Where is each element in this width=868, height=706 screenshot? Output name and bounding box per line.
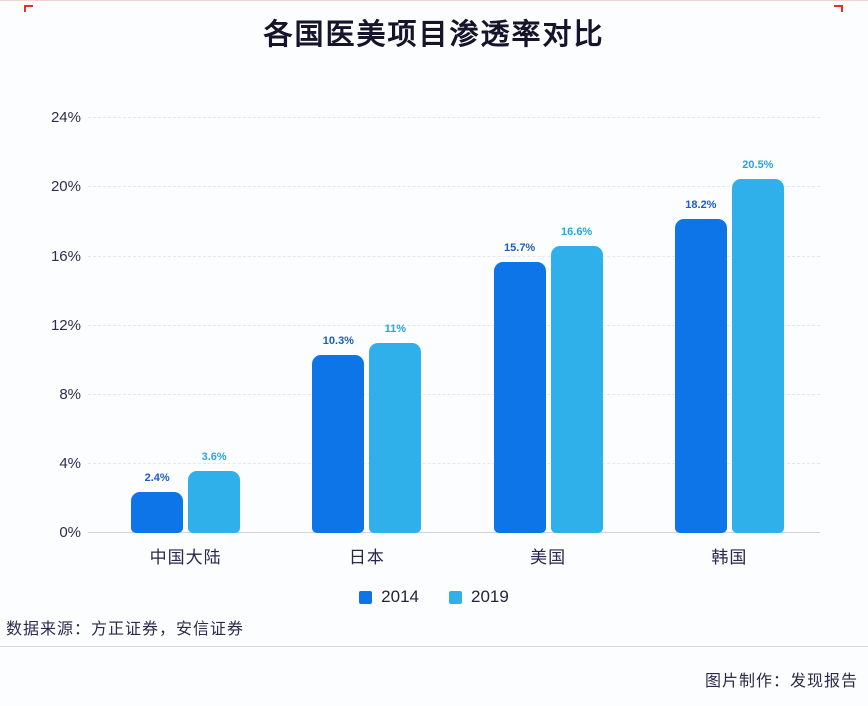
gridline-4%: [88, 462, 820, 464]
legend-item-2014: 2014: [359, 587, 419, 607]
bar-group-2: 15.7% 16.6%: [458, 101, 639, 533]
bar-group-0: 2.4% 3.6%: [95, 101, 276, 533]
bar-value-label-2014-0: 2.4%: [144, 471, 170, 484]
legend: 2014 2019: [0, 587, 868, 607]
gridline-16%: [88, 255, 820, 257]
plot-area: 0% 4% 8% 12% 16% 20% 24% 2.4% 3.6% 10.3% 11% 15.7%…: [51, 101, 820, 541]
bar-2019-3: 20.5%: [731, 159, 784, 533]
y-tick-label-4%: 4%: [59, 454, 81, 472]
legend-swatch-2019: [449, 590, 462, 604]
bar-2014-3: 18.2%: [674, 199, 727, 533]
gridline-12%: [88, 324, 820, 326]
chart-title: 各国医美项目渗透率对比: [263, 19, 605, 51]
bar-group-1: 10.3% 11%: [276, 101, 457, 533]
legend-swatch-2014: [359, 590, 373, 604]
bar-value-label-2019-0: 3.6%: [201, 450, 227, 463]
bar-value-label-2019-2: 16.6%: [561, 226, 593, 239]
x-category-label-0: 中国大陆: [149, 548, 222, 567]
gridline-0%: [88, 532, 820, 533]
bar-value-label-2014-1: 10.3%: [322, 335, 354, 348]
y-tick-label-8%: 8%: [59, 385, 81, 403]
legend-item-2019: 2019: [449, 587, 509, 607]
x-category-label-2: 美国: [530, 548, 567, 567]
bar-2014-1: 10.3%: [312, 335, 365, 533]
crop-mark-right-icon: [834, 5, 843, 12]
y-tick-label-20%: 20%: [50, 178, 81, 196]
x-category-label-1: 日本: [348, 548, 385, 567]
credit-text: 图片制作：发现报告: [704, 673, 858, 690]
y-tick-label-24%: 24%: [50, 109, 81, 127]
bar-2019-2: 16.6%: [550, 226, 603, 533]
x-category-label-3: 韩国: [711, 548, 748, 567]
bar-group-3: 18.2% 20.5%: [639, 101, 820, 533]
gridline-24%: [88, 117, 820, 119]
bars-layer: 2.4% 3.6% 10.3% 11% 15.7% 16.6% 18.2% 20.5%: [95, 101, 820, 533]
bar-2014-2: 15.7%: [493, 242, 546, 533]
x-axis-labels: 中国大陆 日本 美国 韩国: [95, 543, 820, 568]
bar-value-label-2019-1: 11%: [384, 322, 407, 335]
bar-2014-0: 2.4%: [131, 472, 184, 533]
gridline-20%: [88, 186, 820, 188]
legend-label-2019: 2019: [471, 587, 509, 606]
y-tick-label-12%: 12%: [50, 316, 81, 334]
bar-2019-0: 3.6%: [188, 451, 241, 533]
footer-divider: [0, 646, 868, 647]
bar-2019-1: 11%: [369, 323, 422, 533]
bar-value-label-2014-3: 18.2%: [685, 198, 717, 211]
gridline-8%: [88, 393, 820, 395]
y-tick-label-16%: 16%: [50, 247, 81, 265]
data-source-text: 数据来源：方正证券，安信证券: [6, 621, 245, 638]
crop-mark-left-icon: [24, 5, 33, 12]
bar-value-label-2019-3: 20.5%: [742, 158, 774, 171]
y-tick-label-0%: 0%: [59, 524, 81, 541]
legend-label-2014: 2014: [381, 587, 419, 606]
bar-value-label-2014-2: 15.7%: [504, 241, 536, 254]
